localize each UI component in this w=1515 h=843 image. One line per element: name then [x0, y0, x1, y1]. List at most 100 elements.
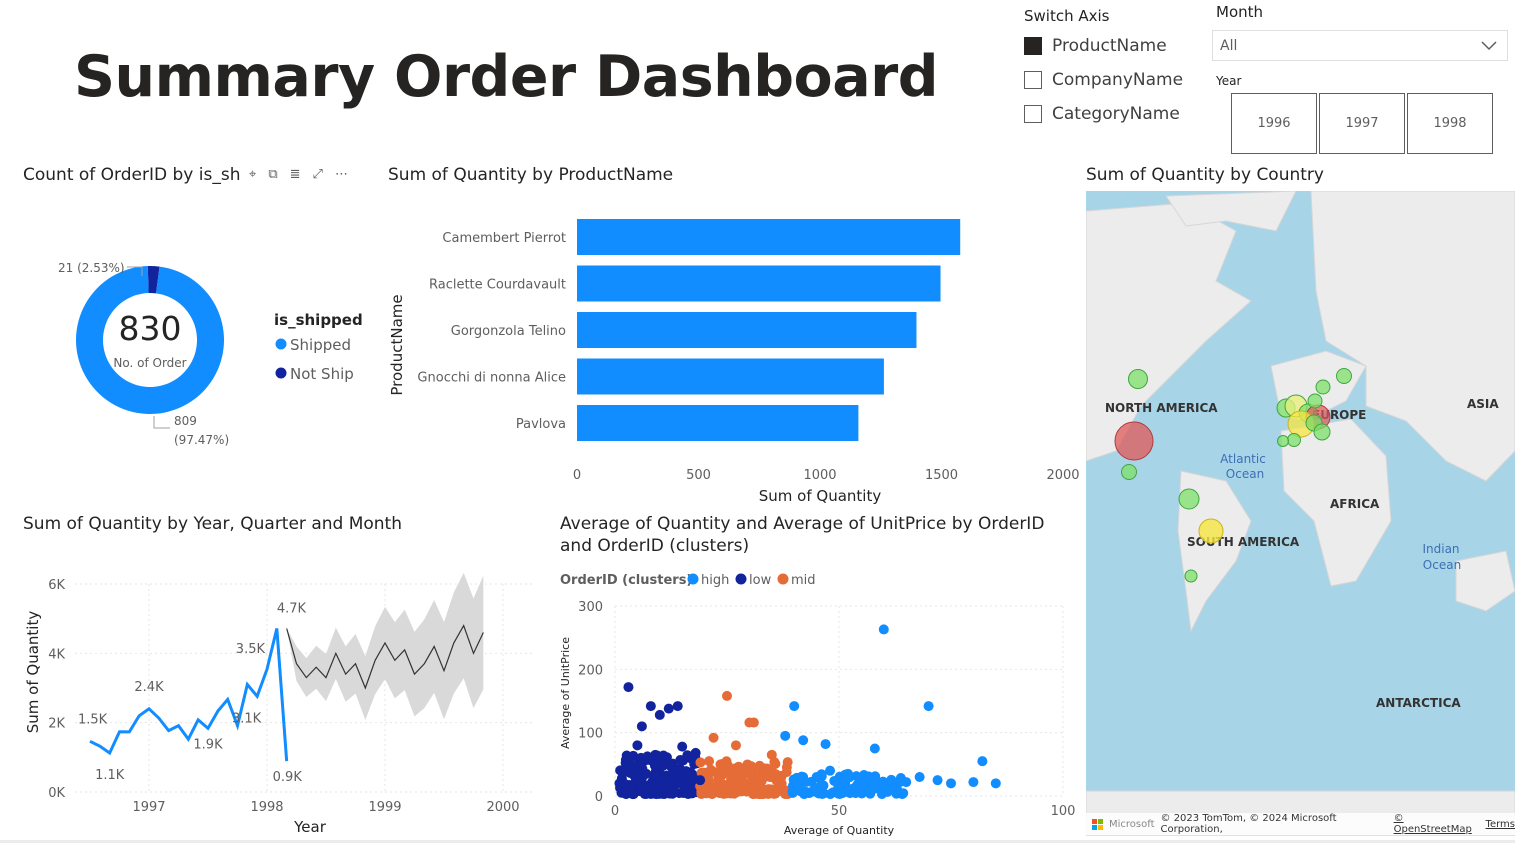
scatter-point[interactable] — [748, 789, 759, 800]
scatter-point[interactable] — [869, 743, 880, 754]
scatter-point[interactable] — [923, 701, 934, 712]
switch-axis-option-categoryname[interactable]: CategoryName — [1024, 104, 1180, 124]
scatter-point[interactable] — [754, 763, 765, 774]
scatter-point[interactable] — [672, 701, 683, 712]
switch-axis-option-companyname[interactable]: CompanyName — [1024, 70, 1183, 90]
scatter-point[interactable] — [623, 682, 634, 693]
scatter-point[interactable] — [767, 766, 778, 777]
scatter-point[interactable] — [627, 762, 638, 773]
donut-legend-shipped[interactable]: Shipped — [290, 336, 351, 354]
scatter-point[interactable] — [708, 732, 719, 743]
scatter-point[interactable] — [870, 783, 881, 794]
scatter-point[interactable] — [870, 771, 881, 782]
scatter-point[interactable] — [755, 789, 766, 800]
map-bubble[interactable] — [1178, 488, 1200, 510]
map-canvas[interactable]: NORTH AMERICA EUROPE ASIA AFRICA SOUTH A… — [1086, 191, 1515, 836]
world-map[interactable]: NORTH AMERICA EUROPE ASIA AFRICA SOUTH A… — [1086, 191, 1515, 836]
terms-link[interactable]: Terms — [1485, 818, 1515, 830]
scatter-point[interactable] — [636, 721, 647, 732]
scatter-point[interactable] — [932, 775, 943, 786]
scatter-point[interactable] — [798, 772, 809, 782]
quantity-line[interactable] — [89, 628, 289, 762]
scatter-point[interactable] — [766, 749, 777, 760]
scatter-legend-mid[interactable]: mid — [791, 573, 816, 588]
scatter-point[interactable] — [690, 747, 701, 758]
scatter-point[interactable] — [707, 766, 718, 777]
scatter-point[interactable] — [645, 701, 656, 712]
scatter-point[interactable] — [744, 779, 755, 790]
scatter-point[interactable] — [820, 739, 831, 750]
bar[interactable] — [577, 265, 941, 302]
scatter-point[interactable] — [856, 788, 867, 799]
scatter-point[interactable] — [722, 690, 732, 701]
scatter-point[interactable] — [782, 757, 793, 768]
scatter-point[interactable] — [856, 778, 867, 789]
scatter-point[interactable] — [789, 778, 800, 789]
scatter-point[interactable] — [887, 779, 898, 790]
map-bubble[interactable] — [1287, 433, 1301, 447]
checkbox-checked-icon[interactable] — [1024, 37, 1042, 55]
more-icon[interactable]: ⋯ — [334, 167, 348, 182]
scatter-point[interactable] — [650, 749, 661, 760]
scatter-point[interactable] — [681, 779, 692, 790]
scatter-point[interactable] — [825, 765, 836, 776]
scatter-point[interactable] — [649, 769, 660, 780]
scatter-point[interactable] — [668, 765, 679, 776]
scatter-point[interactable] — [650, 758, 661, 769]
scatter-point[interactable] — [800, 787, 811, 798]
map-bubble[interactable] — [1277, 435, 1289, 447]
scatter-point[interactable] — [641, 768, 652, 779]
bar[interactable] — [577, 219, 961, 255]
map-bubble[interactable] — [1121, 464, 1137, 480]
scatter-point[interactable] — [713, 781, 724, 792]
scatter-point[interactable] — [682, 750, 693, 761]
scatter-point[interactable] — [990, 778, 1001, 789]
scatter-point[interactable] — [686, 772, 697, 782]
scatter-point[interactable] — [663, 703, 674, 714]
scatter-point[interactable] — [914, 772, 925, 782]
scatter-point[interactable] — [968, 777, 979, 788]
scatter-point[interactable] — [977, 756, 988, 767]
forecast-line[interactable] — [286, 624, 484, 690]
scatter-point[interactable] — [780, 730, 791, 741]
bar[interactable] — [577, 405, 859, 441]
bar[interactable] — [577, 312, 917, 348]
scatter-point[interactable] — [695, 757, 706, 768]
scatter-point[interactable] — [705, 787, 716, 798]
map-bubble[interactable] — [1313, 423, 1331, 441]
scatter-point[interactable] — [632, 740, 643, 751]
scatter-point[interactable] — [704, 756, 715, 767]
scatter-point[interactable] — [717, 762, 728, 773]
scatter-point[interactable] — [838, 787, 849, 798]
scatter-point[interactable] — [677, 741, 688, 752]
scatter-point[interactable] — [730, 740, 741, 751]
scatter-point[interactable] — [664, 788, 675, 799]
scatter-point[interactable] — [851, 771, 862, 782]
scatter-point[interactable] — [897, 789, 908, 800]
copy-icon[interactable]: ⧉ — [268, 167, 278, 182]
map-bubble[interactable] — [1114, 421, 1154, 461]
scatter-point[interactable] — [842, 768, 853, 779]
map-bubble[interactable] — [1198, 518, 1224, 544]
scatter-point[interactable] — [748, 717, 759, 728]
scatter-point[interactable] — [901, 777, 912, 788]
scatter-point[interactable] — [825, 789, 836, 800]
scatter-point[interactable] — [834, 775, 844, 786]
scatter-legend-low[interactable]: low — [749, 573, 772, 588]
scatter-point[interactable] — [735, 783, 746, 794]
scatter-point[interactable] — [771, 775, 782, 786]
donut-slice-not-ship[interactable] — [147, 266, 160, 294]
map-bubble[interactable] — [1307, 393, 1323, 409]
map-bubble[interactable] — [1184, 569, 1198, 583]
scatter-point[interactable] — [733, 761, 744, 772]
focus-icon[interactable]: ⤢ — [312, 167, 323, 182]
scatter-point[interactable] — [654, 783, 665, 794]
scatter-point[interactable] — [654, 709, 665, 720]
scatter-point[interactable] — [739, 768, 750, 779]
scatter-point[interactable] — [627, 789, 638, 800]
scatter-point[interactable] — [675, 755, 686, 766]
scatter-point[interactable] — [789, 701, 800, 712]
scatter-point[interactable] — [770, 758, 781, 769]
bar[interactable] — [577, 358, 884, 395]
scatter-point[interactable] — [753, 779, 764, 790]
